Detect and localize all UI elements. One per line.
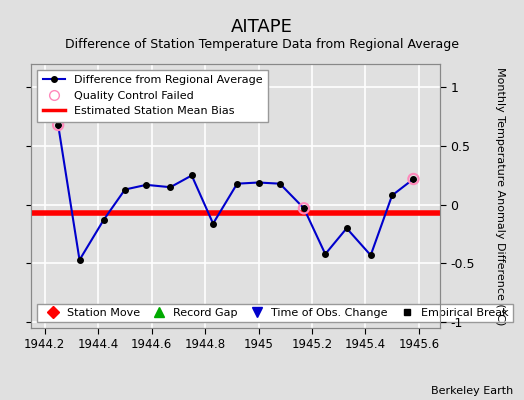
Text: AITAPE: AITAPE (231, 18, 293, 36)
Y-axis label: Monthly Temperature Anomaly Difference (°C): Monthly Temperature Anomaly Difference (… (495, 67, 505, 325)
Legend: Station Move, Record Gap, Time of Obs. Change, Empirical Break: Station Move, Record Gap, Time of Obs. C… (37, 304, 513, 322)
Point (409, 176, 418, 182)
Text: Difference of Station Temperature Data from Regional Average: Difference of Station Temperature Data f… (65, 38, 459, 51)
Text: Berkeley Earth: Berkeley Earth (431, 386, 514, 396)
Point (54, 122, 62, 128)
Point (300, 205, 308, 212)
